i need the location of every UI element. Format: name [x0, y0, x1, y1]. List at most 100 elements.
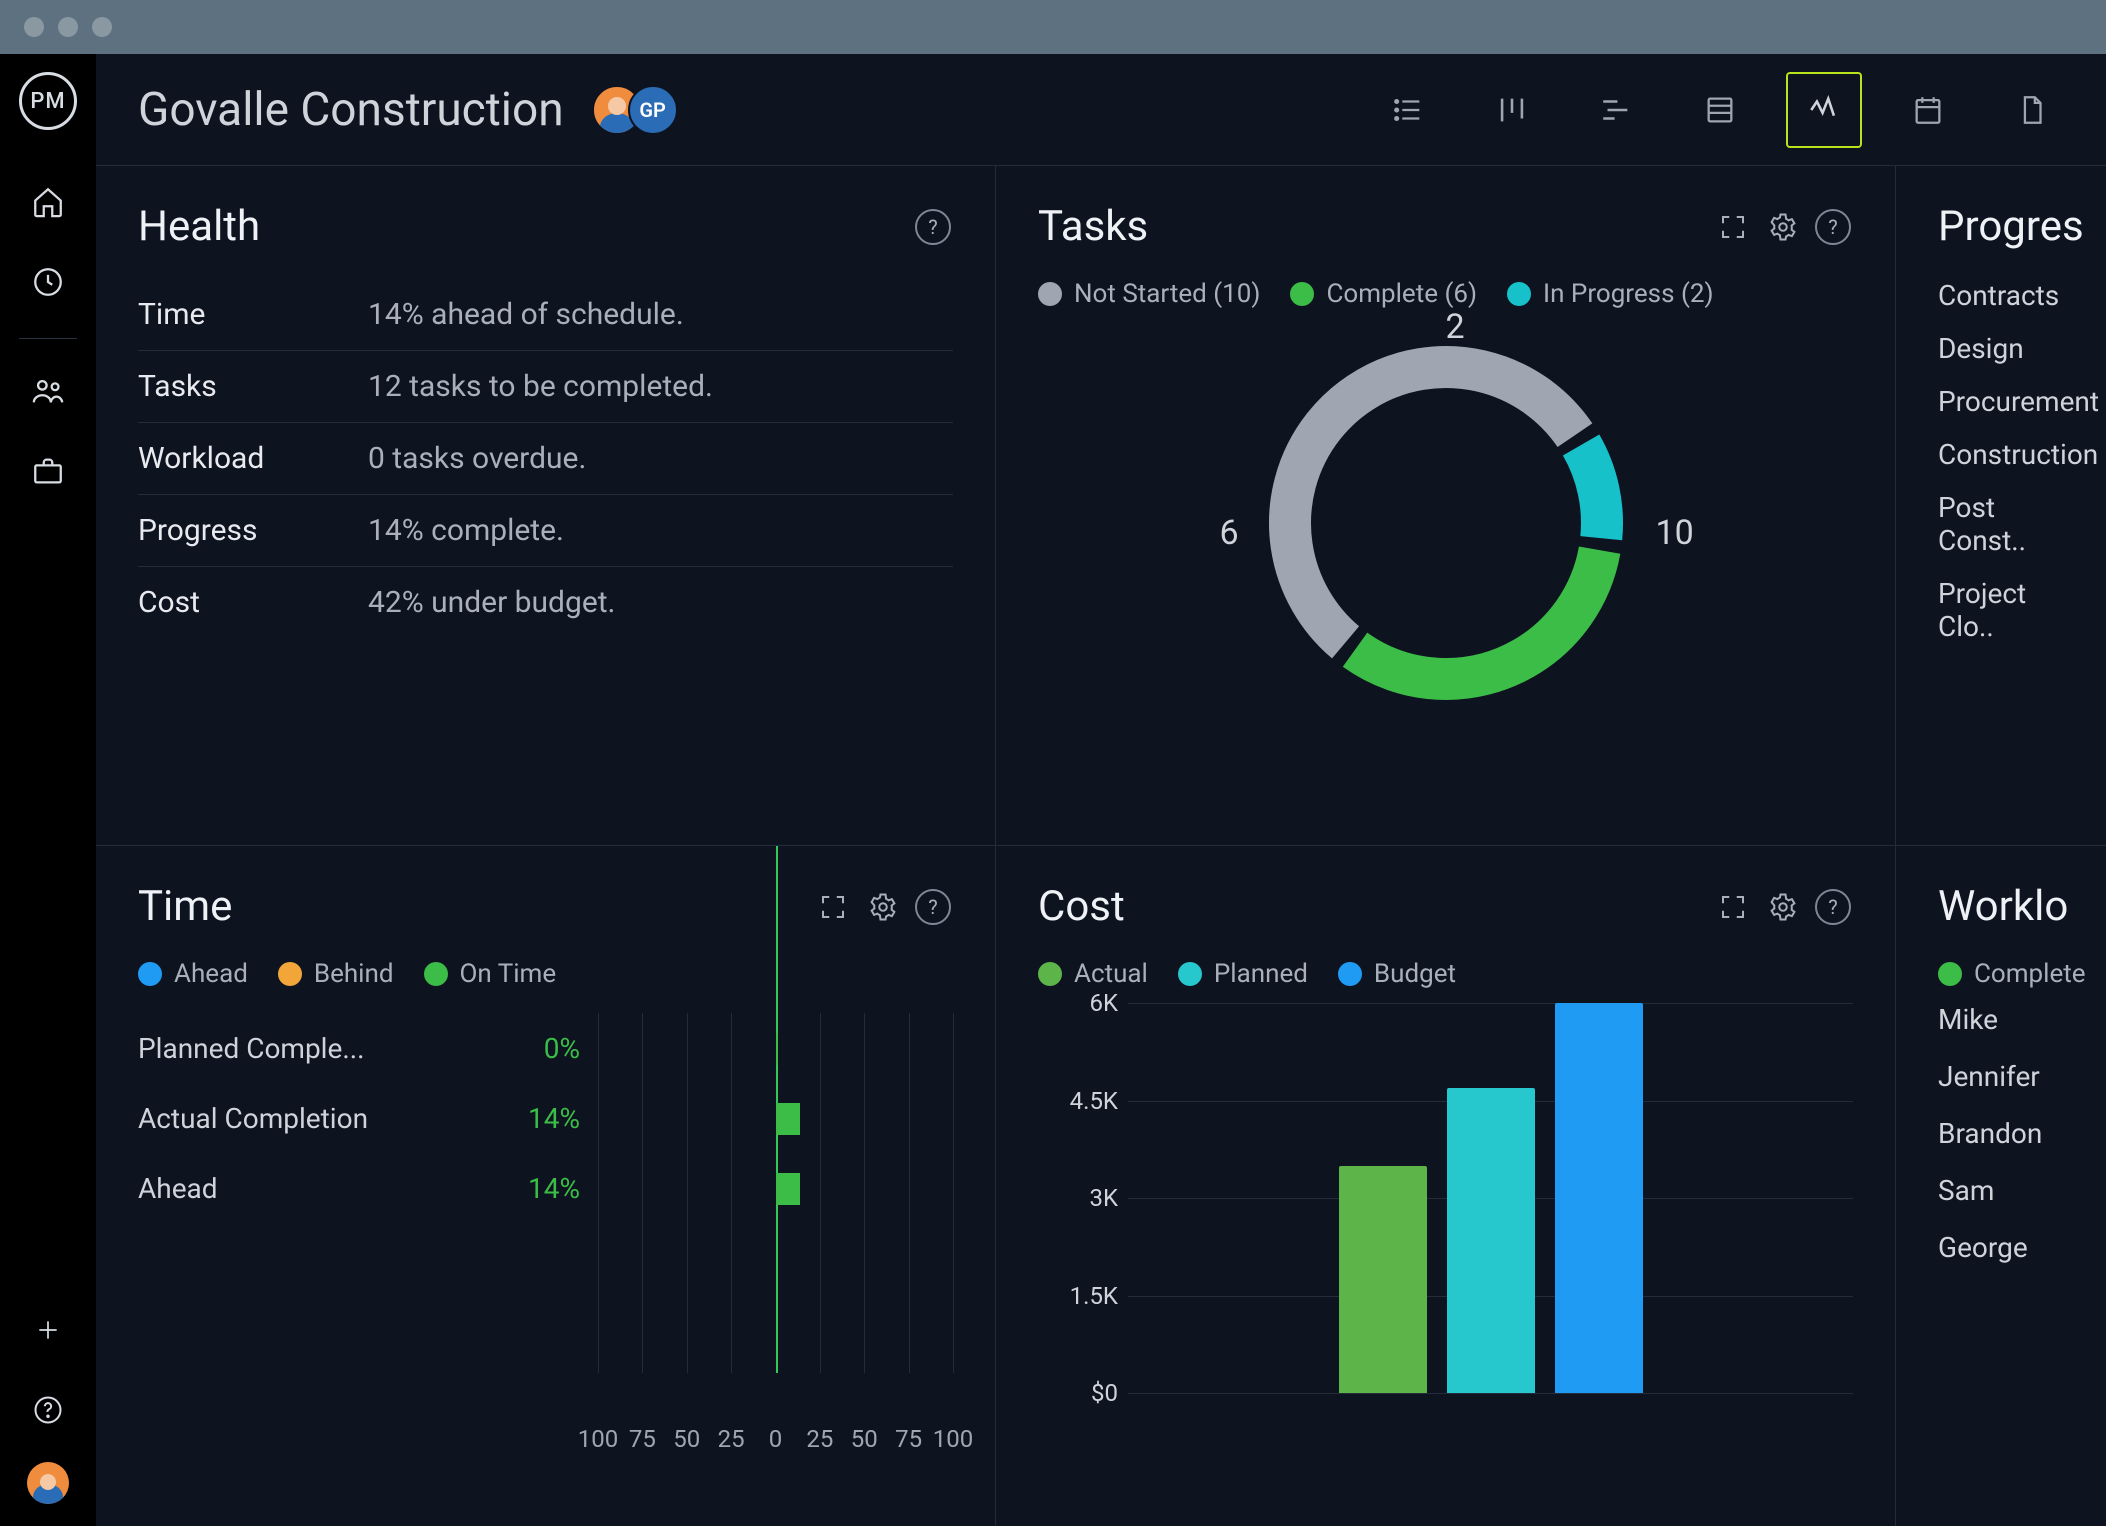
- user-avatar[interactable]: [27, 1462, 69, 1504]
- phase-item[interactable]: Procurement: [1938, 385, 2064, 418]
- board-view-icon[interactable]: [1474, 72, 1550, 148]
- legend-item[interactable]: Not Started (10): [1038, 279, 1260, 309]
- rail-divider: [19, 338, 77, 339]
- health-row: Cost42% under budget.: [138, 567, 953, 638]
- panel-health: Health ? Time14% ahead of schedule.Tasks…: [96, 166, 996, 846]
- view-switcher: [1370, 72, 2070, 148]
- health-value: 12 tasks to be completed.: [368, 369, 953, 404]
- health-value: 14% ahead of schedule.: [368, 297, 953, 332]
- donut-segment-label: 2: [1446, 307, 1465, 347]
- legend-item[interactable]: Actual: [1038, 959, 1148, 989]
- expand-icon[interactable]: [1713, 207, 1753, 247]
- legend-item[interactable]: Budget: [1338, 959, 1456, 989]
- time-row-value: 0%: [478, 1032, 598, 1065]
- sheet-view-icon[interactable]: [1682, 72, 1758, 148]
- time-row-label: Planned Comple...: [138, 1032, 478, 1065]
- workload-person[interactable]: George: [1938, 1231, 2064, 1264]
- health-key: Time: [138, 297, 368, 332]
- help-icon[interactable]: ?: [913, 207, 953, 247]
- workload-person[interactable]: Jennifer: [1938, 1060, 2064, 1093]
- phase-item[interactable]: Contracts: [1938, 279, 2064, 312]
- legend-label: Planned: [1214, 959, 1308, 989]
- axis-tick: 100: [933, 1425, 973, 1453]
- traffic-minimize-icon[interactable]: [58, 17, 78, 37]
- health-row: Workload0 tasks overdue.: [138, 423, 953, 495]
- gear-icon[interactable]: [863, 887, 903, 927]
- expand-icon[interactable]: [1713, 887, 1753, 927]
- plus-icon[interactable]: [20, 1302, 76, 1358]
- donut-segment-label: 6: [1220, 513, 1239, 553]
- dashboard-view-icon[interactable]: [1786, 72, 1862, 148]
- axis-tick: 25: [718, 1425, 745, 1453]
- axis-tick: 4.5K: [1070, 1087, 1118, 1115]
- panel-cost: Cost ? ActualPlannedBudget 6K4.5K3K1.5K$…: [996, 846, 1896, 1526]
- phase-item[interactable]: Project Clo..: [1938, 577, 2064, 643]
- files-view-icon[interactable]: [1994, 72, 2070, 148]
- axis-tick: 75: [629, 1425, 656, 1453]
- help-icon[interactable]: ?: [913, 887, 953, 927]
- time-row: Ahead14%: [138, 1153, 953, 1223]
- panel-time: Time ? Ahead Behind On Time Planned Comple…: [96, 846, 996, 1526]
- topbar: Govalle Construction GP: [96, 54, 2106, 166]
- axis-tick: 75: [895, 1425, 922, 1453]
- legend-item[interactable]: On Time: [424, 959, 557, 989]
- health-key: Tasks: [138, 369, 368, 404]
- time-chart: Planned Comple...0%Actual Completion14%A…: [138, 1013, 953, 1433]
- workload-person[interactable]: Sam: [1938, 1174, 2064, 1207]
- gear-icon[interactable]: [1763, 207, 1803, 247]
- workload-person[interactable]: Brandon: [1938, 1117, 2064, 1150]
- briefcase-icon[interactable]: [20, 443, 76, 499]
- legend-label: Actual: [1074, 959, 1148, 989]
- list-view-icon[interactable]: [1370, 72, 1446, 148]
- legend-item[interactable]: Complete: [1938, 959, 2086, 989]
- panel-title: Cost: [1038, 882, 1125, 931]
- panel-workload: Worklo Complete Mike Jennifer Brandon Sam Ge…: [1896, 846, 2106, 1526]
- project-members[interactable]: GP: [592, 85, 678, 135]
- axis-tick: 3K: [1089, 1184, 1118, 1212]
- help-icon[interactable]: ?: [1813, 207, 1853, 247]
- health-key: Workload: [138, 441, 368, 476]
- cost-bar: [1339, 1166, 1427, 1394]
- legend-label: Ahead: [174, 959, 248, 989]
- health-row: Tasks12 tasks to be completed.: [138, 351, 953, 423]
- traffic-zoom-icon[interactable]: [92, 17, 112, 37]
- phase-item[interactable]: Post Const..: [1938, 491, 2064, 557]
- legend-label: In Progress (2): [1543, 279, 1713, 309]
- axis-tick: 25: [806, 1425, 833, 1453]
- cost-bar: [1447, 1088, 1535, 1394]
- donut-segment-label: 10: [1656, 513, 1694, 553]
- legend-item[interactable]: Planned: [1178, 959, 1308, 989]
- panel-title: Time: [138, 882, 232, 931]
- phase-item[interactable]: Design: [1938, 332, 2064, 365]
- cost-chart: 6K4.5K3K1.5K$0: [1038, 1003, 1853, 1443]
- left-rail: PM: [0, 54, 96, 1526]
- axis-tick: 100: [578, 1425, 618, 1453]
- tasks-donut-chart: 2610: [1246, 323, 1646, 723]
- time-row-label: Ahead: [138, 1172, 478, 1205]
- legend-item[interactable]: Behind: [278, 959, 394, 989]
- legend-item[interactable]: Ahead: [138, 959, 248, 989]
- panel-tasks: Tasks ? Not Started (10)Complete (6)In P…: [996, 166, 1896, 846]
- help-icon[interactable]: [20, 1382, 76, 1438]
- calendar-view-icon[interactable]: [1890, 72, 1966, 148]
- help-icon[interactable]: ?: [1813, 887, 1853, 927]
- workload-person[interactable]: Mike: [1938, 1003, 2064, 1036]
- gantt-view-icon[interactable]: [1578, 72, 1654, 148]
- health-key: Progress: [138, 513, 368, 548]
- panel-title: Worklo: [1938, 882, 2068, 931]
- panel-title: Health: [138, 202, 260, 251]
- time-row: Actual Completion14%: [138, 1083, 953, 1153]
- traffic-close-icon[interactable]: [24, 17, 44, 37]
- expand-icon[interactable]: [813, 887, 853, 927]
- brand-logo[interactable]: PM: [19, 72, 77, 130]
- clock-icon[interactable]: [20, 254, 76, 310]
- phase-item[interactable]: Construction: [1938, 438, 2064, 471]
- health-row: Time14% ahead of schedule.: [138, 279, 953, 351]
- cost-bar: [1555, 1003, 1643, 1393]
- member-avatar-2[interactable]: GP: [628, 85, 678, 135]
- axis-tick: $0: [1091, 1379, 1118, 1407]
- gear-icon[interactable]: [1763, 887, 1803, 927]
- window-titlebar: [0, 0, 2106, 54]
- home-icon[interactable]: [20, 174, 76, 230]
- people-icon[interactable]: [20, 363, 76, 419]
